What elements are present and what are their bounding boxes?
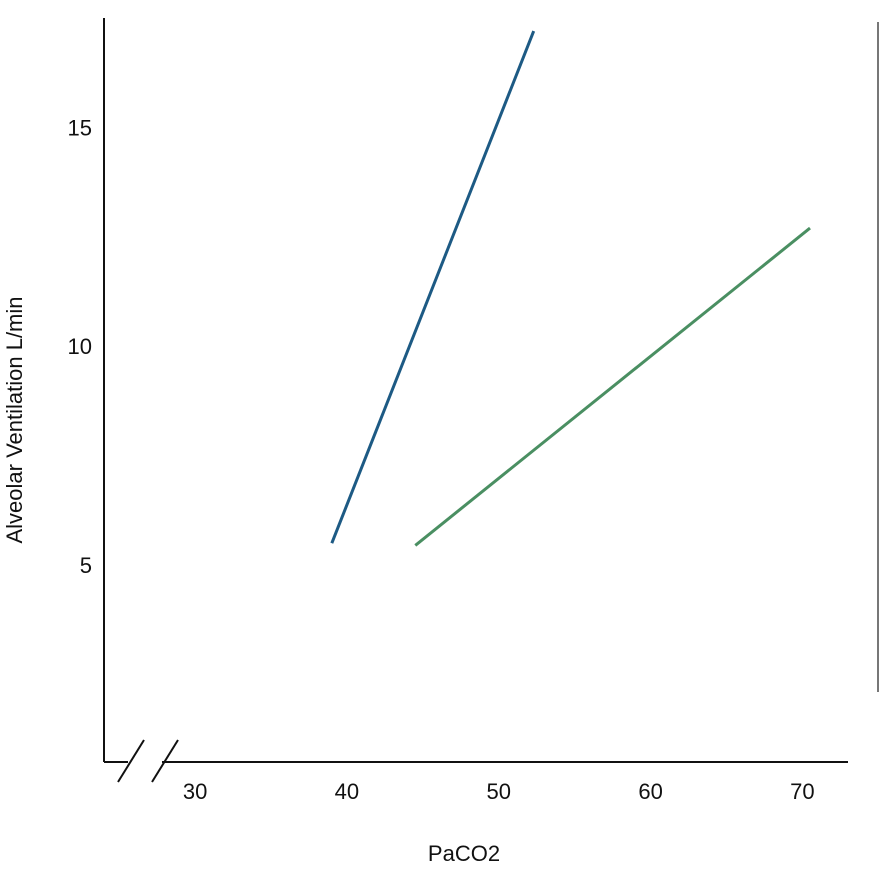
x-tick-label: 60 xyxy=(638,779,662,804)
x-tick-label: 50 xyxy=(487,779,511,804)
x-tick-label: 40 xyxy=(335,779,359,804)
x-tick-label: 30 xyxy=(183,779,207,804)
series-line-1 xyxy=(330,30,536,544)
y-tick-labels: 5 10 15 xyxy=(68,115,92,578)
axis-break-mark-left xyxy=(117,739,145,783)
y-tick-label: 5 xyxy=(80,553,92,578)
x-tick-label: 70 xyxy=(790,779,814,804)
y-axis-title: Alveolar Ventilation L/min xyxy=(2,296,27,543)
axis-break-mark-right xyxy=(151,739,179,783)
y-tick-label: 15 xyxy=(68,115,92,140)
series-layer xyxy=(330,30,811,547)
x-tick-labels: 30 40 50 60 70 xyxy=(183,779,815,804)
chart-axes xyxy=(103,18,879,783)
series-line-2 xyxy=(414,226,811,547)
axis-break-gap xyxy=(128,752,162,772)
y-tick-label: 10 xyxy=(68,334,92,359)
x-axis-title: PaCO2 xyxy=(428,841,500,866)
